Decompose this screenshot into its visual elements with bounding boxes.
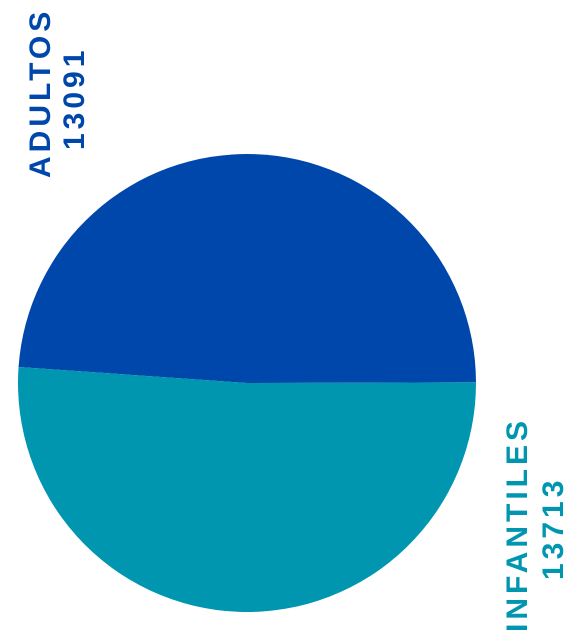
slice-value-infantiles: 13713 xyxy=(537,477,570,580)
pie-slices xyxy=(17,154,476,613)
slice-value-adultos: 13091 xyxy=(58,47,91,150)
slice-label-infantiles: INFANTILES xyxy=(501,417,534,632)
pie-slice-adultos xyxy=(18,154,476,383)
label-infantiles: INFANTILES 13713 xyxy=(501,417,570,632)
label-adultos: ADULTOS 13091 xyxy=(24,8,91,178)
pie-slice-infantiles xyxy=(17,367,476,613)
slice-label-adultos: ADULTOS xyxy=(24,8,57,178)
